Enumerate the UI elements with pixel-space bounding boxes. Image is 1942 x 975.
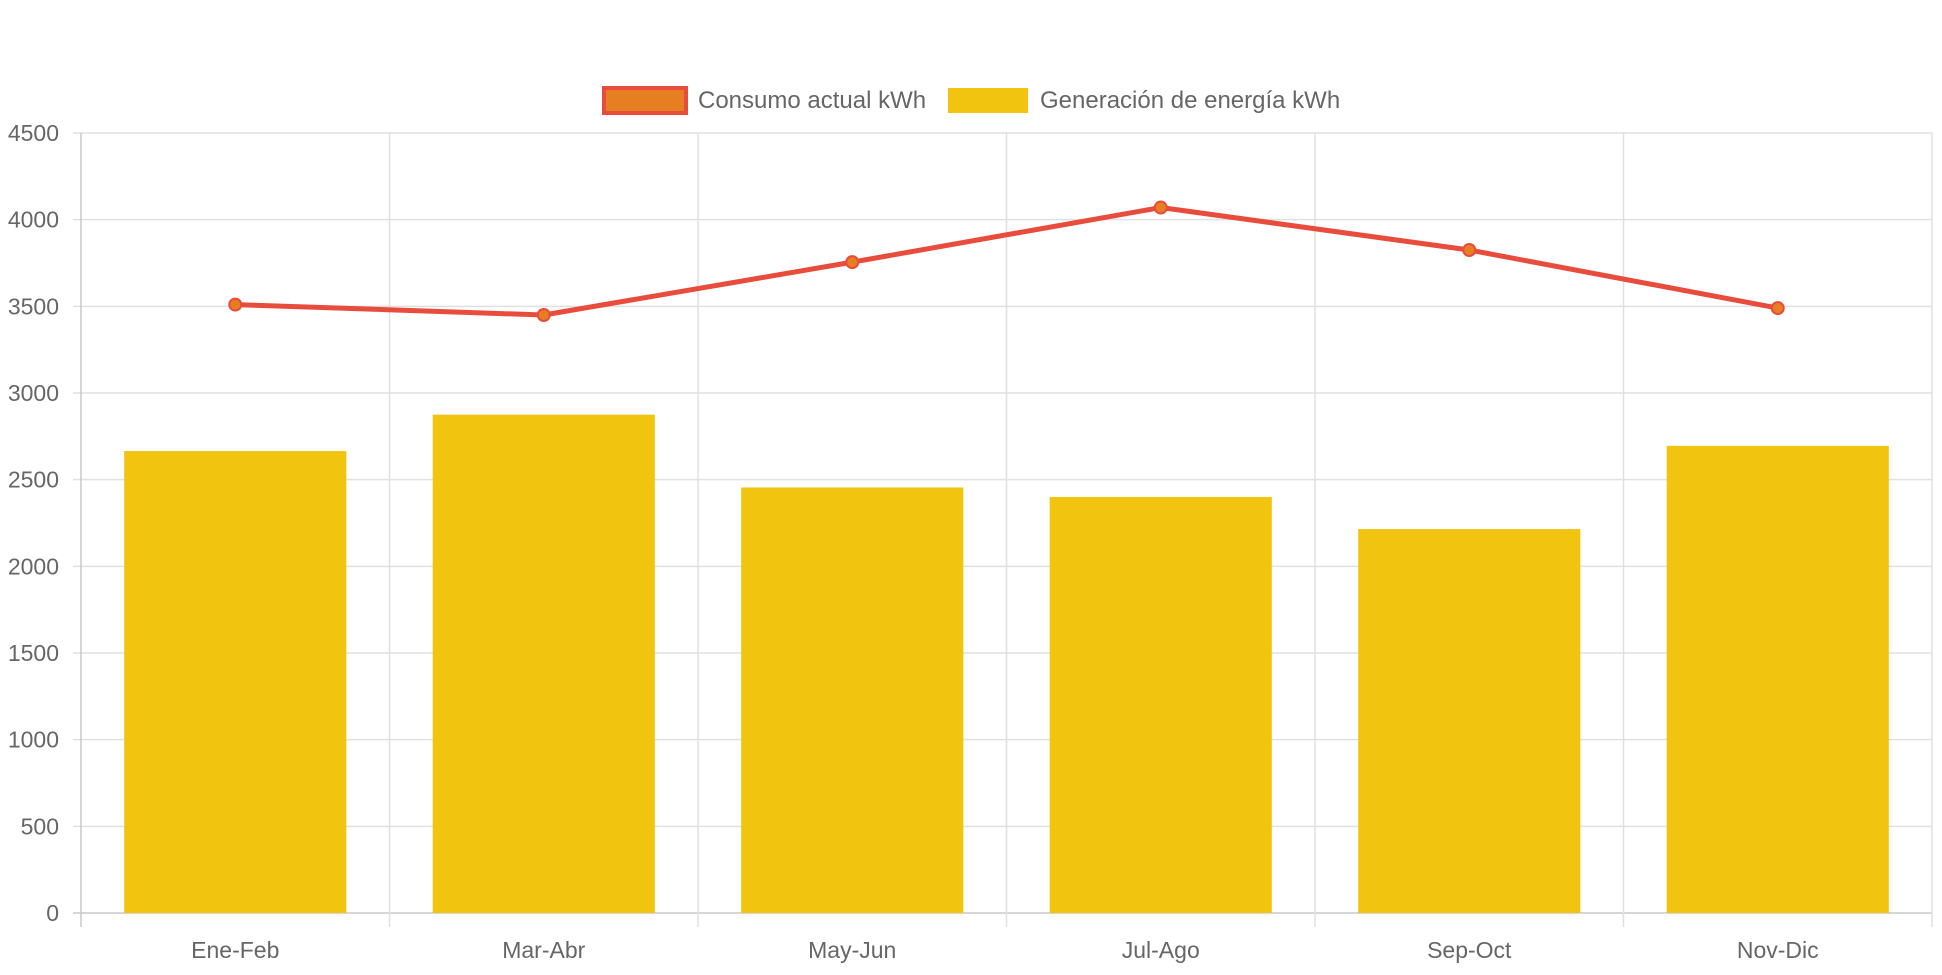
x-tick-label: Nov-Dic <box>1737 937 1819 963</box>
point-consumo[interactable] <box>1153 200 1168 215</box>
grid-layer <box>73 132 1933 927</box>
x-tick-label: Sep-Oct <box>1427 937 1512 963</box>
bar-generacion[interactable] <box>741 487 964 913</box>
y-tick-label: 4000 <box>8 207 59 233</box>
legend-label-consumo: Consumo actual kWh <box>698 87 926 114</box>
line-layer <box>228 200 1785 322</box>
legend-swatch-generacion <box>948 88 1028 113</box>
bar-generacion[interactable] <box>124 451 347 913</box>
y-tick-label: 500 <box>21 813 59 839</box>
y-tick-label: 1500 <box>8 640 59 666</box>
y-tick-label: 0 <box>46 900 59 926</box>
legend-swatch-consumo <box>602 86 688 115</box>
point-consumo[interactable] <box>1770 301 1785 316</box>
x-tick-label: Mar-Abr <box>502 937 585 963</box>
bars-layer <box>124 414 1889 913</box>
legend-item-consumo[interactable]: Consumo actual kWh <box>602 86 926 115</box>
legend-item-generacion[interactable]: Generación de energía kWh <box>948 87 1340 114</box>
x-tick-label: Ene-Feb <box>191 937 279 963</box>
bar-generacion[interactable] <box>432 414 655 913</box>
y-tick-label: 3500 <box>8 293 59 319</box>
point-consumo[interactable] <box>228 297 243 312</box>
y-tick-label: 2500 <box>8 467 59 493</box>
x-tick-label: Jul-Ago <box>1122 937 1200 963</box>
y-tick-label: 1000 <box>8 727 59 753</box>
bar-generacion[interactable] <box>1358 529 1581 913</box>
axis-layer: 0 500 1000 1500 2000 2500 3000 3500 4000 4500 Ene-… <box>8 120 1819 963</box>
legend: Consumo actual kWh Generación de energía… <box>602 86 1340 115</box>
point-consumo[interactable] <box>1462 243 1477 257</box>
y-tick-label: 3000 <box>8 380 59 406</box>
y-tick-label: 2000 <box>8 553 59 579</box>
bar-generacion[interactable] <box>1666 445 1889 913</box>
point-consumo[interactable] <box>845 255 860 270</box>
y-tick-label: 4500 <box>8 120 59 146</box>
point-consumo[interactable] <box>536 308 551 322</box>
x-tick-label: May-Jun <box>808 937 896 963</box>
bar-generacion[interactable] <box>1049 497 1272 913</box>
legend-label-generacion: Generación de energía kWh <box>1040 87 1340 114</box>
line-consumo <box>235 205 1779 318</box>
